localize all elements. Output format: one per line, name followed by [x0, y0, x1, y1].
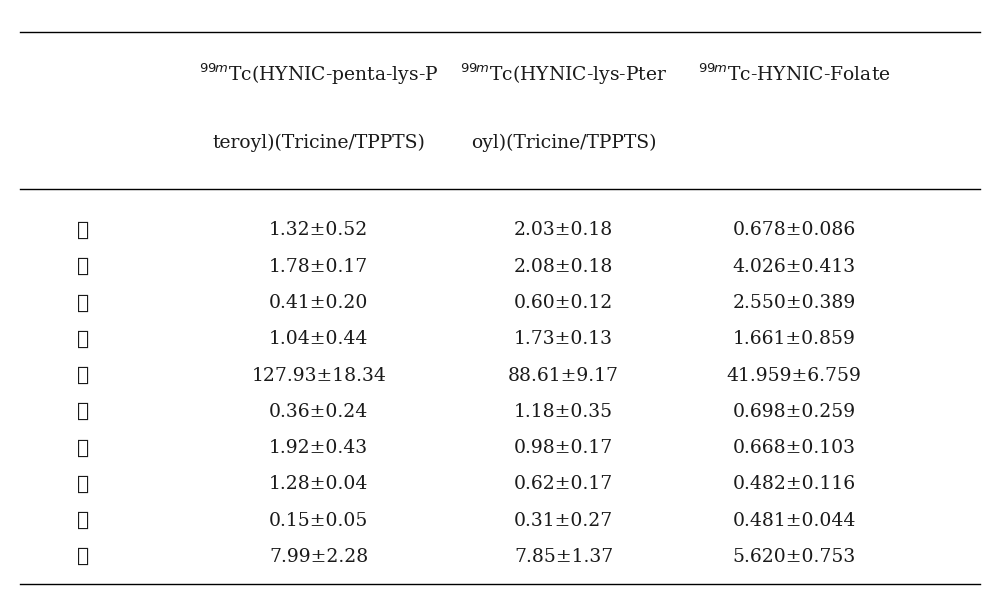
Text: 0.15±0.05: 0.15±0.05 — [269, 511, 368, 530]
Text: 0.36±0.24: 0.36±0.24 — [269, 403, 368, 421]
Text: 2.08±0.18: 2.08±0.18 — [514, 258, 613, 276]
Text: 1.32±0.52: 1.32±0.52 — [269, 221, 368, 239]
Text: 1.73±0.13: 1.73±0.13 — [514, 330, 613, 348]
Text: 癩: 癩 — [77, 547, 90, 567]
Text: 0.41±0.20: 0.41±0.20 — [269, 294, 368, 312]
Text: 1.661±0.859: 1.661±0.859 — [733, 330, 855, 348]
Text: 4.026±0.413: 4.026±0.413 — [732, 258, 856, 276]
Text: 肾: 肾 — [77, 366, 90, 385]
Text: 肉: 肉 — [77, 439, 90, 458]
Text: 1.18±0.35: 1.18±0.35 — [514, 403, 613, 421]
Text: 2.03±0.18: 2.03±0.18 — [514, 221, 613, 239]
Text: $^{99m}$Tc(HYNIC-penta-lys-P: $^{99m}$Tc(HYNIC-penta-lys-P — [199, 62, 438, 87]
Text: 0.678±0.086: 0.678±0.086 — [732, 221, 856, 239]
Text: 肺: 肺 — [77, 330, 90, 349]
Text: 0.60±0.12: 0.60±0.12 — [514, 294, 613, 312]
Text: 心: 心 — [77, 221, 90, 240]
Text: 88.61±9.17: 88.61±9.17 — [508, 367, 619, 385]
Text: 0.481±0.044: 0.481±0.044 — [732, 511, 856, 530]
Text: 7.85±1.37: 7.85±1.37 — [514, 548, 613, 566]
Text: 1.04±0.44: 1.04±0.44 — [269, 330, 368, 348]
Text: 1.92±0.43: 1.92±0.43 — [269, 439, 368, 457]
Text: 41.959±6.759: 41.959±6.759 — [727, 367, 861, 385]
Text: 1.28±0.04: 1.28±0.04 — [269, 475, 368, 493]
Text: 0.31±0.27: 0.31±0.27 — [514, 511, 613, 530]
Text: 0.482±0.116: 0.482±0.116 — [732, 475, 856, 493]
Text: 肠: 肠 — [77, 475, 90, 494]
Text: 0.62±0.17: 0.62±0.17 — [514, 475, 613, 493]
Text: 0.98±0.17: 0.98±0.17 — [514, 439, 613, 457]
Text: 血: 血 — [77, 511, 90, 530]
Text: teroyl)(Tricine/TPPTS): teroyl)(Tricine/TPPTS) — [212, 134, 425, 152]
Text: 脾: 脾 — [77, 293, 90, 313]
Text: $^{99m}$Tc-HYNIC-Folate: $^{99m}$Tc-HYNIC-Folate — [698, 64, 890, 85]
Text: 127.93±18.34: 127.93±18.34 — [251, 367, 386, 385]
Text: 0.698±0.259: 0.698±0.259 — [732, 403, 856, 421]
Text: 0.668±0.103: 0.668±0.103 — [732, 439, 856, 457]
Text: 2.550±0.389: 2.550±0.389 — [732, 294, 856, 312]
Text: 1.78±0.17: 1.78±0.17 — [269, 258, 368, 276]
Text: oyl)(Tricine/TPPTS): oyl)(Tricine/TPPTS) — [471, 134, 656, 152]
Text: 5.620±0.753: 5.620±0.753 — [732, 548, 856, 566]
Text: 肝: 肝 — [77, 257, 90, 276]
Text: $^{99m}$Tc(HYNIC-lys-Pter: $^{99m}$Tc(HYNIC-lys-Pter — [460, 62, 667, 87]
Text: 7.99±2.28: 7.99±2.28 — [269, 548, 368, 566]
Text: 骨: 骨 — [77, 402, 90, 421]
